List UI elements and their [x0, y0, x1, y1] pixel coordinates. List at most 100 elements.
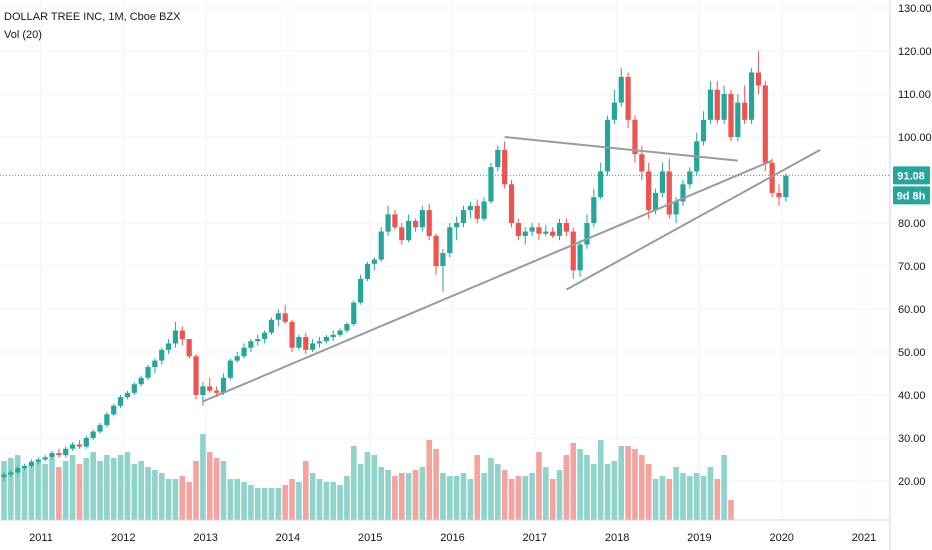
volume-bar-up: [35, 461, 42, 520]
price-tick-label: 130.00: [898, 3, 932, 15]
time-tick-label: 2014: [276, 532, 300, 544]
candle-up: [495, 149, 501, 168]
candle-up: [69, 444, 76, 449]
candle-up: [8, 472, 14, 475]
candle-up: [440, 253, 446, 266]
candle-down: [282, 313, 288, 322]
volume-bar-up: [110, 458, 117, 520]
time-tick-label: 2021: [852, 532, 876, 544]
volume-bar-up: [378, 467, 385, 520]
candle-up: [358, 278, 364, 303]
candle-up: [268, 319, 275, 333]
last-price-badge: [893, 166, 930, 185]
candle-down: [392, 214, 398, 228]
volume-bar-up: [405, 473, 412, 520]
volume-bar-down: [179, 476, 186, 520]
volume-bar-up: [97, 461, 103, 520]
volume-bar-down: [56, 467, 62, 520]
candle-up: [1, 474, 7, 478]
price-tick-label: 40.00: [898, 390, 926, 402]
candle-up: [385, 214, 391, 232]
candle-up: [296, 336, 302, 348]
volume-bar-up: [350, 446, 357, 520]
candle-up: [618, 76, 624, 103]
price-tick-label: 20.00: [898, 476, 926, 488]
volume-bar-up: [241, 482, 247, 520]
candle-up: [166, 343, 172, 350]
volume-bar-up: [234, 479, 240, 520]
candle-down: [412, 220, 419, 228]
volume-bar-up: [42, 464, 48, 520]
candle-down: [639, 154, 645, 172]
volume-legend[interactable]: Vol (20): [4, 29, 42, 41]
candle-up: [556, 223, 563, 236]
candle-down: [502, 149, 508, 185]
candle-up: [262, 332, 268, 340]
volume-bar-down: [536, 452, 542, 520]
volume-bar-down: [666, 479, 673, 520]
time-tick-label: 2015: [358, 532, 382, 544]
volume-bar-up: [556, 470, 563, 520]
volume-bar-up: [659, 476, 666, 520]
volume-bar-up: [309, 473, 316, 520]
volume-bar-up: [611, 461, 618, 520]
candle-up: [35, 459, 41, 462]
volume-bar-up: [673, 467, 679, 520]
candle-up: [255, 339, 261, 342]
countdown-badge: [893, 186, 930, 205]
candle-up: [522, 231, 528, 236]
volume-bar-up: [316, 479, 323, 520]
candle-up: [543, 231, 549, 234]
candle-up: [330, 334, 336, 337]
candle-down: [426, 210, 432, 236]
volume-bar-down: [632, 449, 638, 520]
candle-up: [49, 453, 55, 458]
trendline: [565, 149, 821, 291]
candle-down: [303, 336, 309, 350]
volume-bar-up: [337, 485, 343, 520]
price-tick-label: 110.00: [898, 89, 931, 101]
candle-up: [323, 336, 329, 342]
symbol-legend[interactable]: DOLLAR TREE INC, 1M, Cboe BZX: [4, 11, 181, 23]
candle-up: [15, 468, 21, 473]
volume-bar-up: [323, 482, 330, 520]
candle-up: [337, 330, 343, 335]
volume-bar-up: [453, 476, 460, 520]
volume-bar-down: [508, 479, 515, 520]
volume-bar-up: [69, 455, 76, 520]
candle-down: [563, 223, 569, 232]
time-tick-label: 2020: [769, 532, 793, 544]
candle-up: [707, 89, 714, 120]
candle-up: [63, 448, 69, 456]
candle-up: [104, 414, 110, 426]
candle-up: [454, 223, 460, 228]
volume-bar-up: [158, 473, 165, 520]
candle-up: [90, 431, 96, 438]
candle-up: [700, 119, 707, 142]
volume-bar-down: [213, 458, 220, 520]
volume-bar-up: [357, 464, 364, 520]
candle-down: [776, 192, 782, 198]
candle-up: [591, 197, 597, 223]
time-tick-label: 2018: [605, 532, 629, 544]
candle-up: [200, 386, 206, 395]
volume-bar-down: [645, 464, 652, 520]
candle-up: [577, 244, 583, 271]
volume-bar-up: [707, 467, 714, 520]
candle-down: [755, 72, 762, 86]
volume-bar-up: [138, 461, 144, 520]
candle-up: [159, 349, 165, 361]
volume-bar-down: [570, 443, 577, 520]
volume-bar-up: [275, 488, 282, 520]
volume-bar-down: [426, 440, 433, 520]
candle-down: [632, 119, 638, 155]
candle-up: [467, 205, 473, 211]
volume-bar-up: [117, 455, 124, 520]
volume-bar-up: [131, 464, 138, 520]
candle-down: [399, 227, 405, 241]
time-tick-label: 2019: [687, 532, 711, 544]
candle-up: [378, 231, 384, 260]
volume-bar-down: [515, 476, 522, 520]
